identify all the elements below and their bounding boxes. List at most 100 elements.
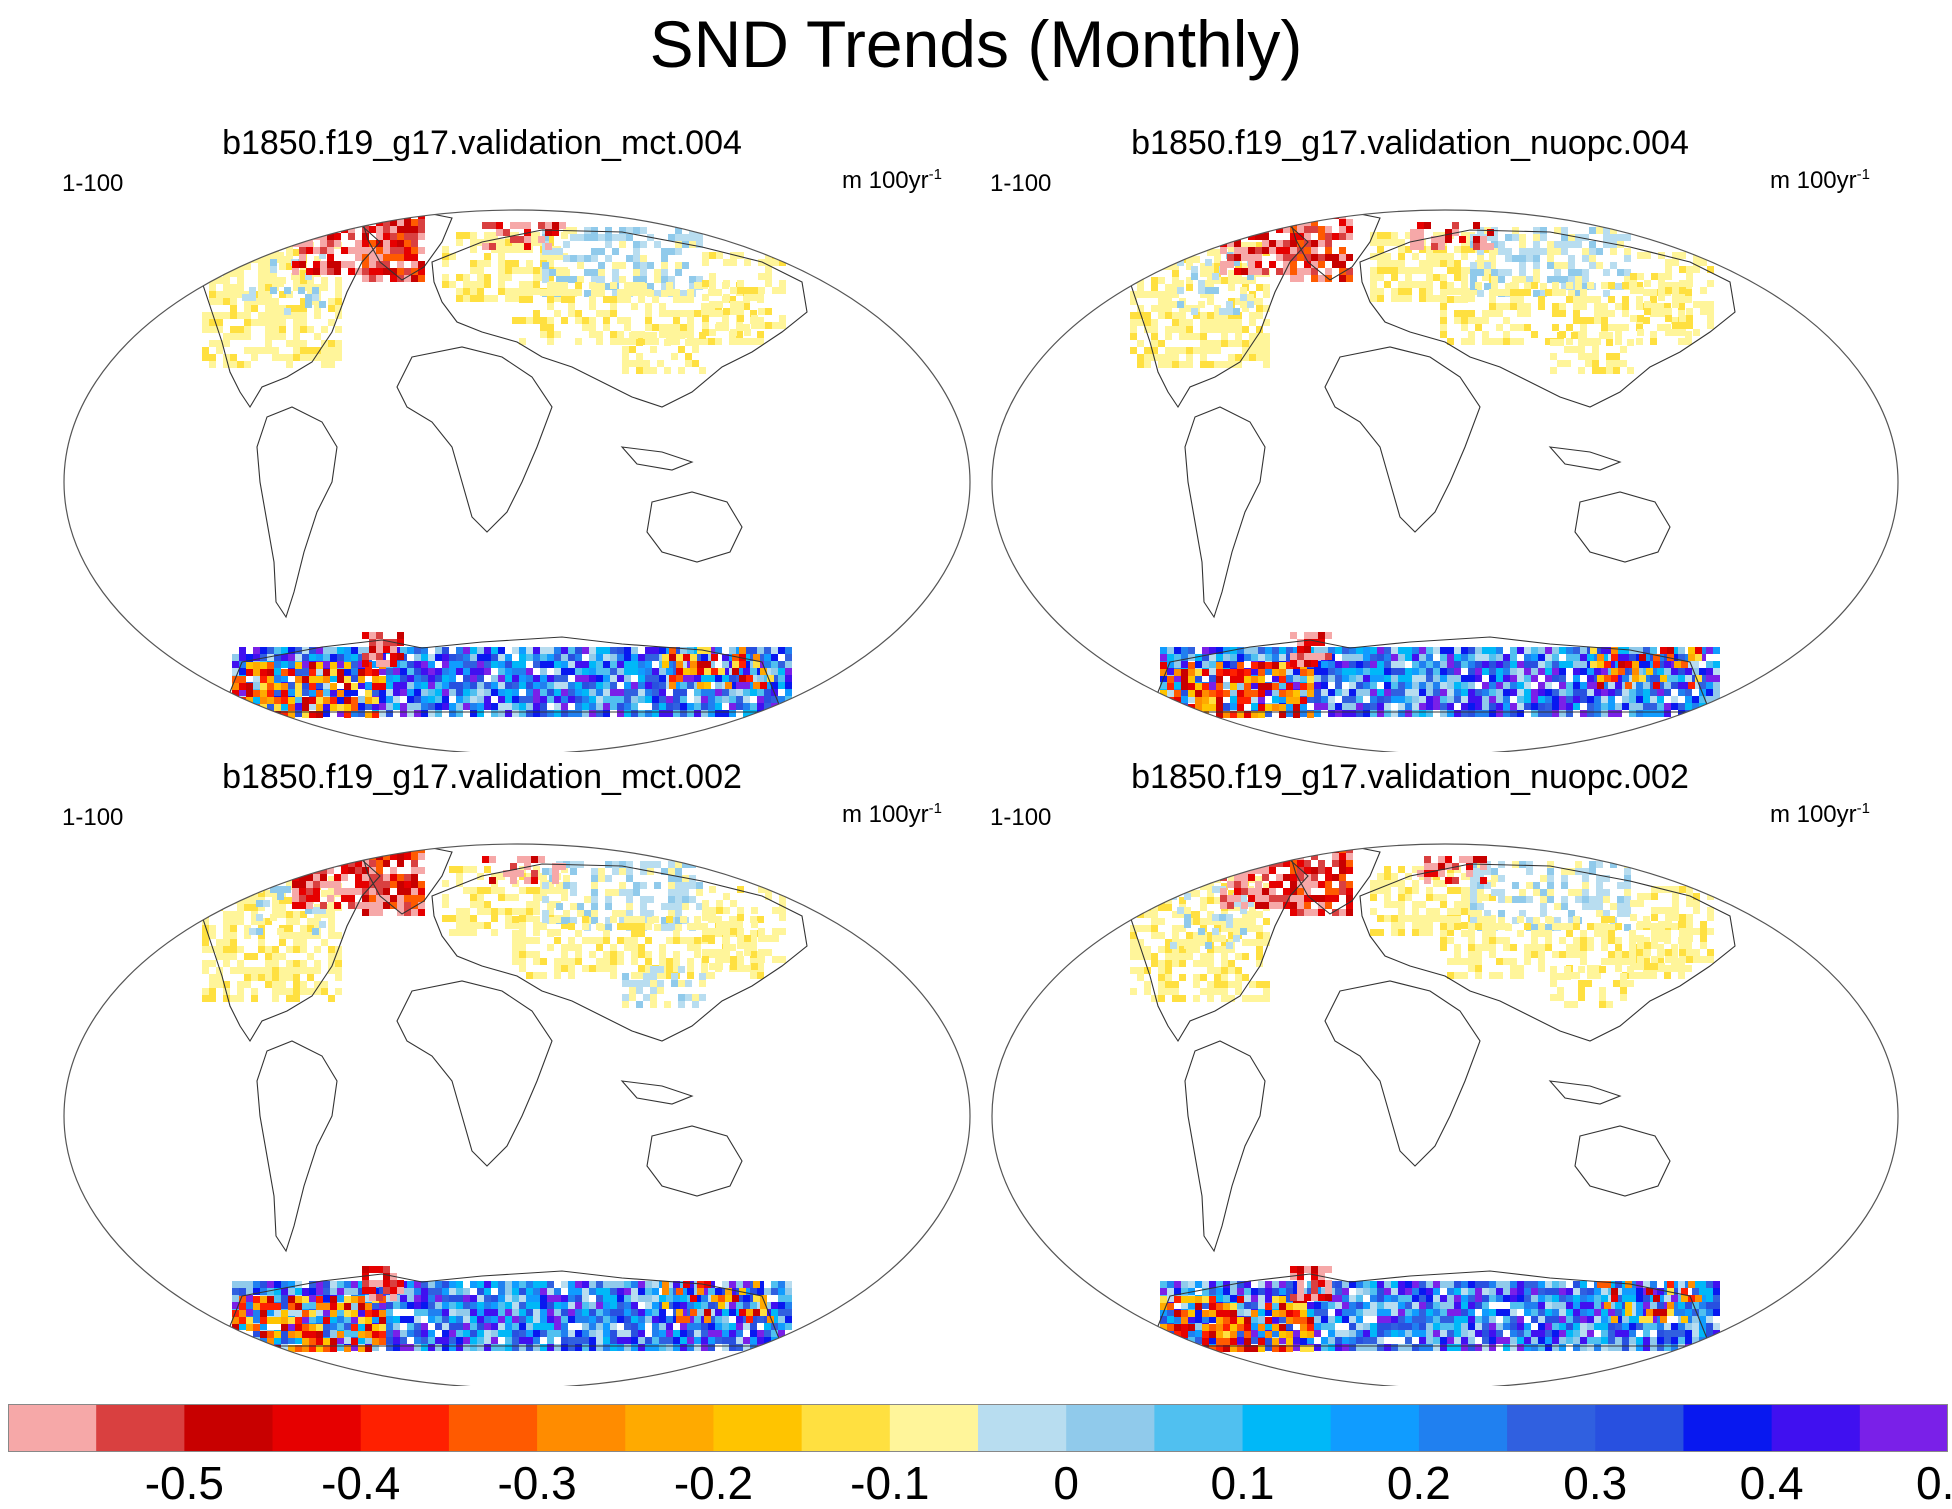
trend-cell bbox=[1342, 668, 1349, 675]
trend-cell bbox=[237, 256, 244, 263]
trend-cell bbox=[1276, 226, 1283, 233]
trend-cell bbox=[589, 661, 596, 668]
trend-cell bbox=[575, 675, 582, 682]
trend-cell bbox=[1279, 682, 1286, 689]
trend-cell bbox=[570, 255, 577, 262]
trend-cell bbox=[533, 901, 540, 908]
trend-cell bbox=[680, 937, 687, 944]
trend-cell bbox=[1318, 632, 1325, 639]
trend-cell bbox=[589, 682, 596, 689]
trend-cell bbox=[334, 240, 341, 247]
trend-cell bbox=[1658, 252, 1665, 259]
trend-cell bbox=[1650, 331, 1657, 338]
trend-cell bbox=[591, 896, 598, 903]
trend-cell bbox=[771, 647, 778, 654]
trend-cell bbox=[1230, 661, 1237, 668]
trend-cell bbox=[376, 846, 383, 853]
trend-cell bbox=[414, 1309, 421, 1316]
trend-cell bbox=[230, 354, 237, 361]
trend-cell bbox=[1181, 710, 1188, 717]
trend-cell bbox=[1699, 675, 1706, 682]
trend-cell bbox=[666, 289, 673, 296]
trend-cell bbox=[1188, 711, 1195, 718]
trend-cell bbox=[463, 696, 470, 703]
trend-cell bbox=[1440, 317, 1447, 324]
trend-cell bbox=[386, 1295, 393, 1302]
trend-cell bbox=[1276, 240, 1283, 247]
trend-cell bbox=[610, 675, 617, 682]
trend-cell bbox=[1678, 303, 1685, 310]
trend-cell bbox=[491, 647, 498, 654]
trend-cell bbox=[258, 967, 265, 974]
trend-cell bbox=[1251, 682, 1258, 689]
trend-cell bbox=[647, 917, 654, 924]
trend-cell bbox=[1489, 289, 1496, 296]
trend-cell bbox=[598, 290, 605, 297]
trend-cell bbox=[491, 887, 498, 894]
trend-cell bbox=[1587, 675, 1594, 682]
trend-cell bbox=[1377, 661, 1384, 668]
trend-cell bbox=[1559, 682, 1566, 689]
trend-cell bbox=[1193, 242, 1200, 249]
trend-cell bbox=[736, 1302, 743, 1309]
trend-cell bbox=[244, 263, 251, 270]
trend-cell bbox=[428, 696, 435, 703]
trend-cell bbox=[1272, 662, 1279, 669]
trend-cell bbox=[1552, 310, 1559, 317]
trend-cell bbox=[554, 689, 561, 696]
trend-cell bbox=[489, 856, 496, 863]
trend-cell bbox=[463, 232, 470, 239]
trend-cell bbox=[1440, 274, 1447, 281]
trend-cell bbox=[1468, 295, 1475, 302]
trend-cell bbox=[758, 928, 765, 935]
trend-cell bbox=[477, 267, 484, 274]
trend-cell bbox=[517, 856, 524, 863]
trend-cell bbox=[723, 935, 730, 942]
trend-cell bbox=[1226, 308, 1233, 315]
trend-cell bbox=[1512, 255, 1519, 262]
trend-cell bbox=[732, 668, 739, 675]
trend-cell bbox=[547, 338, 554, 345]
trend-cell bbox=[1144, 312, 1151, 319]
trend-cell bbox=[313, 860, 320, 867]
trend-cell bbox=[237, 242, 244, 249]
trend-cell bbox=[286, 932, 293, 939]
trend-cell bbox=[1342, 675, 1349, 682]
trend-cell bbox=[1447, 668, 1454, 675]
trend-cell bbox=[1412, 267, 1419, 274]
trend-cell bbox=[323, 1288, 330, 1295]
trend-cell bbox=[1552, 647, 1559, 654]
trend-cell bbox=[1561, 283, 1568, 290]
trend-cell bbox=[1484, 262, 1491, 269]
trend-cell bbox=[765, 935, 772, 942]
trend-cell bbox=[664, 1001, 671, 1008]
trend-cell bbox=[292, 268, 299, 275]
trend-cell bbox=[582, 682, 589, 689]
trend-cell bbox=[1311, 660, 1318, 667]
trend-cell bbox=[270, 266, 277, 273]
trend-cell bbox=[779, 280, 786, 287]
trend-cell bbox=[785, 675, 792, 682]
trend-cell bbox=[1426, 260, 1433, 267]
trend-cell bbox=[1193, 312, 1200, 319]
trend-cell bbox=[246, 710, 253, 717]
trend-cell bbox=[1398, 295, 1405, 302]
trend-cell bbox=[1678, 703, 1685, 710]
trend-cell bbox=[605, 861, 612, 868]
trend-cell bbox=[260, 690, 267, 697]
trend-cell bbox=[645, 951, 652, 958]
trend-cell bbox=[758, 949, 765, 956]
trend-cell bbox=[1214, 312, 1221, 319]
trend-cell bbox=[463, 1309, 470, 1316]
trend-cell bbox=[1657, 682, 1664, 689]
trend-cell bbox=[272, 995, 279, 1002]
trend-cell bbox=[1512, 276, 1519, 283]
trend-cell bbox=[421, 668, 428, 675]
trend-cell bbox=[1622, 654, 1629, 661]
trend-cell bbox=[334, 902, 341, 909]
trend-cell bbox=[547, 324, 554, 331]
trend-cell bbox=[258, 312, 265, 319]
trend-cell bbox=[645, 923, 652, 930]
trend-cell bbox=[1585, 353, 1592, 360]
trend-cell bbox=[701, 923, 708, 930]
